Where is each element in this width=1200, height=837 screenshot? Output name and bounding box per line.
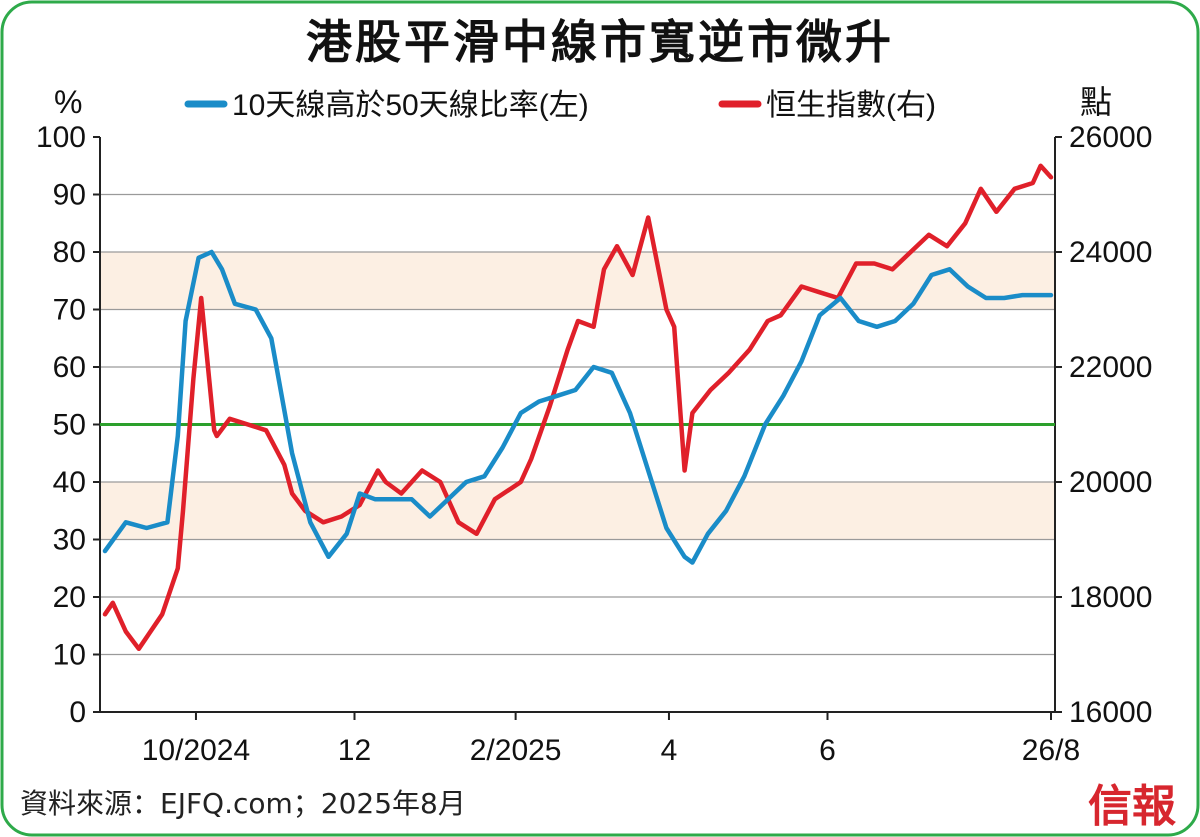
left-tick-label: 90 [53,179,86,212]
right-tick-label: 18000 [1069,581,1152,614]
x-tick-label: 2/2025 [470,734,562,767]
left-tick-label: 0 [69,696,86,729]
x-tick-label: 4 [661,734,678,767]
x-tick-label: 6 [819,734,836,767]
source-note: 資料來源：EJFQ.com；2025年8月 [20,787,466,820]
right-tick-label: 26000 [1069,121,1152,154]
left-tick-label: 10 [53,639,86,672]
legend-label: 恒生指數(右) [766,89,936,122]
left-axis-unit: % [54,84,82,120]
legend-label: 10天線高於50天線比率(左) [232,89,589,122]
left-tick-label: 80 [53,236,86,269]
right-tick-label: 20000 [1069,466,1152,499]
left-tick-label: 30 [53,524,86,557]
shaded-band [100,252,1055,310]
right-tick-label: 22000 [1069,351,1152,384]
left-tick-label: 40 [53,466,86,499]
x-tick-label: 12 [338,734,371,767]
series-line-ratio [102,249,1054,565]
series-line-hsi [102,163,1054,652]
shaded-band [100,482,1055,540]
chart-title: 港股平滑中線市寬逆市微升 [306,15,894,69]
left-tick-label: 60 [53,351,86,384]
right-axis-unit: 點 [1080,84,1112,120]
left-tick-label: 100 [36,121,86,154]
x-tick-label: 26/8 [1022,734,1080,767]
right-tick-label: 24000 [1069,236,1152,269]
left-tick-label: 50 [53,409,86,442]
right-tick-label: 16000 [1069,696,1152,729]
left-tick-label: 70 [53,294,86,327]
x-tick-label: 10/2024 [142,734,250,767]
publisher-logo: 信報 [1088,781,1176,832]
left-tick-label: 20 [53,581,86,614]
